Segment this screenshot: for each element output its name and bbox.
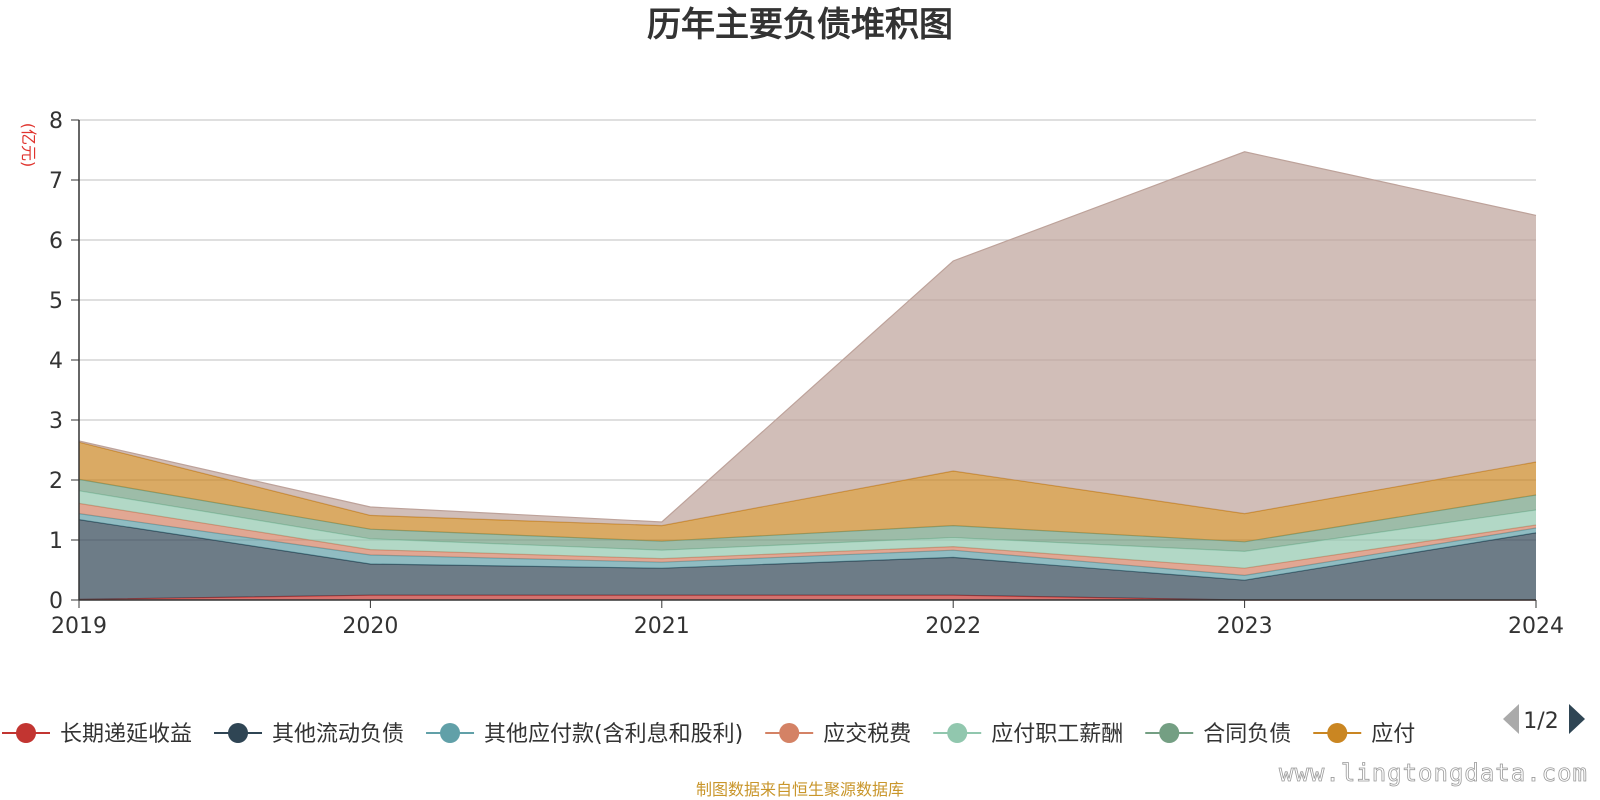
legend-pager[interactable]: 1/2: [1503, 704, 1585, 734]
area-series-2: [79, 519, 1536, 600]
x-tick-label: 2022: [925, 614, 981, 639]
legend-item[interactable]: 合同负债: [1145, 722, 1291, 747]
legend-label: 其他应付款(含利息和股利): [484, 722, 743, 747]
y-tick-label: 4: [49, 349, 63, 374]
x-axis-ticks: 2019 2020 2021 2022 2023 2024: [51, 600, 1564, 639]
x-tick-label: 2023: [1217, 614, 1273, 639]
legend-item[interactable]: 其他流动负债: [214, 722, 404, 747]
y-tick-label: 5: [49, 289, 63, 314]
series-line-8: [78, 151, 1537, 523]
x-tick-label: 2019: [51, 614, 107, 639]
y-tick-label: 1: [49, 529, 63, 554]
y-tick-label: 0: [49, 589, 63, 614]
area-series-6: [79, 479, 1536, 552]
legend-label: 应付职工薪酬: [991, 722, 1123, 747]
legend-label: 长期递延收益: [60, 722, 192, 747]
x-tick-label: 2020: [342, 614, 398, 639]
data-source-note: 制图数据来自恒生聚源数据库: [696, 780, 904, 799]
legend-dot-icon: [1327, 723, 1348, 743]
legend-label: 应付: [1371, 722, 1415, 747]
legend-label: 应交税费: [823, 722, 911, 747]
area-series-5: [79, 490, 1536, 569]
legend-dot-icon: [1159, 723, 1180, 743]
x-tick-label: 2024: [1508, 614, 1564, 639]
y-axis-unit: (亿元): [19, 123, 38, 168]
legend-dot-icon: [440, 723, 461, 743]
legend-item[interactable]: 应付职工薪酬: [933, 722, 1123, 747]
area-series-8: [79, 151, 1536, 526]
legend-label: 其他流动负债: [272, 722, 404, 747]
legend-items: 长期递延收益 其他流动负债 其他应付款(含利息和股利) 应交税费 应付职工薪酬 合同负债 应…: [2, 722, 1415, 747]
legend-dot-icon: [228, 723, 249, 743]
y-axis-ticks: 0 1 2 3 4 5 6 7 8: [49, 109, 79, 614]
area-series-3: [79, 513, 1536, 581]
y-tick-label: 6: [49, 229, 63, 254]
area-series-7: [79, 442, 1536, 542]
legend-dot-icon: [779, 723, 800, 743]
area-series: [78, 151, 1537, 601]
y-tick-label: 7: [49, 169, 63, 194]
y-tick-label: 3: [49, 409, 63, 434]
legend-dot-icon: [16, 723, 36, 743]
legend-next-icon[interactable]: [1569, 704, 1585, 734]
legend-item[interactable]: 其他应付款(含利息和股利): [426, 722, 743, 747]
legend-label: 合同负债: [1203, 722, 1291, 747]
series-line-6: [78, 478, 1537, 543]
watermark: www.lingtongdata.com: [1279, 759, 1588, 787]
legend-item[interactable]: 长期递延收益: [2, 722, 192, 747]
x-tick-label: 2021: [634, 614, 690, 639]
legend-page-indicator: 1/2: [1523, 709, 1558, 734]
chart-title: 历年主要负债堆积图: [647, 5, 953, 45]
legend: 长期递延收益 其他流动负债 其他应付款(含利息和股利) 应交税费 应付职工薪酬 合同负债 应…: [2, 722, 1415, 747]
area-series-1: [79, 595, 1536, 600]
legend-item[interactable]: 应付: [1313, 722, 1415, 747]
y-tick-label: 2: [49, 469, 63, 494]
y-tick-label: 8: [49, 109, 63, 134]
legend-prev-icon[interactable]: [1503, 704, 1519, 734]
legend-item[interactable]: 应交税费: [765, 722, 911, 747]
legend-dot-icon: [947, 723, 968, 743]
